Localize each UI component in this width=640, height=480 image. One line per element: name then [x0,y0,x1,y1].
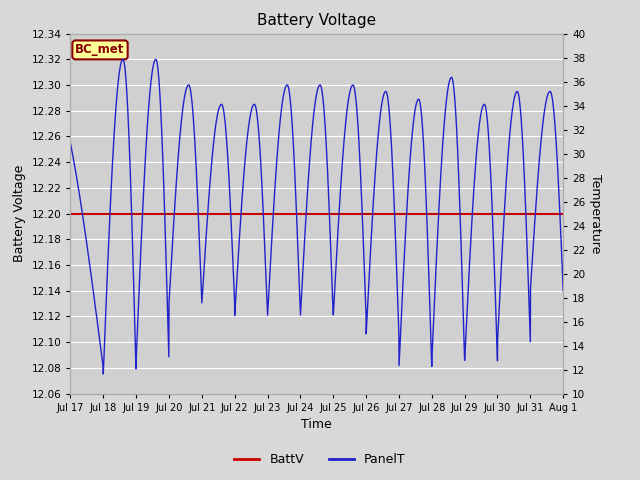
Title: Battery Voltage: Battery Voltage [257,13,376,28]
Text: BC_met: BC_met [76,43,125,56]
X-axis label: Time: Time [301,418,332,431]
Y-axis label: Battery Voltage: Battery Voltage [13,165,26,262]
Y-axis label: Temperature: Temperature [589,174,602,253]
Legend: BattV, PanelT: BattV, PanelT [229,448,411,471]
